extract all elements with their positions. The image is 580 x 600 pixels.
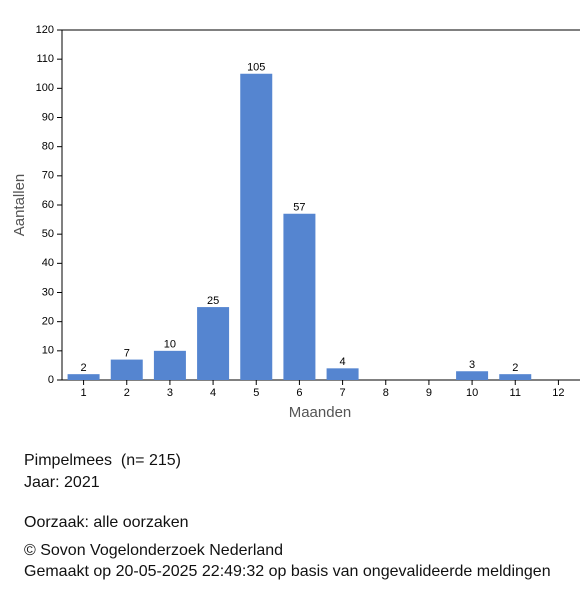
y-tick-label: 80 [42, 141, 54, 153]
x-tick-label: 8 [383, 387, 389, 399]
bar [240, 73, 273, 380]
year: Jaar: 2021 [24, 474, 100, 491]
y-tick-label: 60 [42, 199, 54, 211]
x-tick-label: 11 [510, 387, 521, 399]
cause: Oorzaak: alle oorzaken [24, 514, 189, 531]
y-tick-label: 30 [42, 286, 54, 298]
data-label: 25 [207, 295, 219, 307]
x-tick-label: 3 [167, 387, 173, 399]
x-tick-label: 9 [426, 387, 432, 399]
y-tick-label: 100 [36, 82, 54, 94]
y-tick-label: 10 [42, 345, 54, 357]
data-label: 2 [81, 362, 87, 374]
bar [499, 374, 532, 380]
y-tick-label: 40 [42, 257, 54, 269]
y-tick-label: 120 [36, 24, 54, 36]
y-tick-label: 110 [36, 53, 54, 65]
copyright: © Sovon Vogelonderzoek Nederland [24, 542, 284, 559]
x-tick-label: 4 [210, 387, 216, 399]
chart: Maanden Aantallen 0 10 20 30 40 50 60 70 80 90 100… [11, 24, 580, 421]
data-label: 7 [124, 347, 130, 359]
y-tick-label: 50 [42, 228, 54, 240]
x-axis-title: Maanden [289, 404, 352, 421]
data-label: 2 [512, 362, 518, 374]
data-label: 3 [469, 359, 475, 371]
y-tick-label: 70 [42, 170, 54, 182]
x-tick-label: 12 [552, 387, 564, 399]
made-on: Gemaakt op 20-05-2025 22:49:32 op basis … [24, 563, 551, 580]
bar [67, 374, 100, 380]
x-tick-label: 6 [296, 387, 302, 399]
bar [197, 307, 230, 380]
x-tick-label: 7 [340, 387, 346, 399]
x-tick-label: 1 [81, 387, 87, 399]
bar [283, 213, 316, 380]
y-axis-title: Aantallen [11, 174, 28, 237]
data-label: 4 [340, 356, 346, 368]
x-tick-label: 10 [466, 387, 478, 399]
data-label: 10 [164, 339, 176, 351]
x-tick-label: 2 [124, 387, 130, 399]
x-tick-label: 5 [253, 387, 259, 399]
y-tick-label: 0 [48, 374, 54, 386]
data-label: 105 [247, 62, 265, 74]
data-label: 57 [293, 202, 305, 214]
bar [110, 359, 143, 380]
y-tick-label: 20 [42, 316, 54, 328]
bar [456, 371, 489, 380]
y-tick-label: 90 [42, 111, 54, 123]
bar [326, 368, 359, 380]
bar [153, 350, 186, 380]
species: Pimpelmees (n= 215) [24, 452, 181, 469]
